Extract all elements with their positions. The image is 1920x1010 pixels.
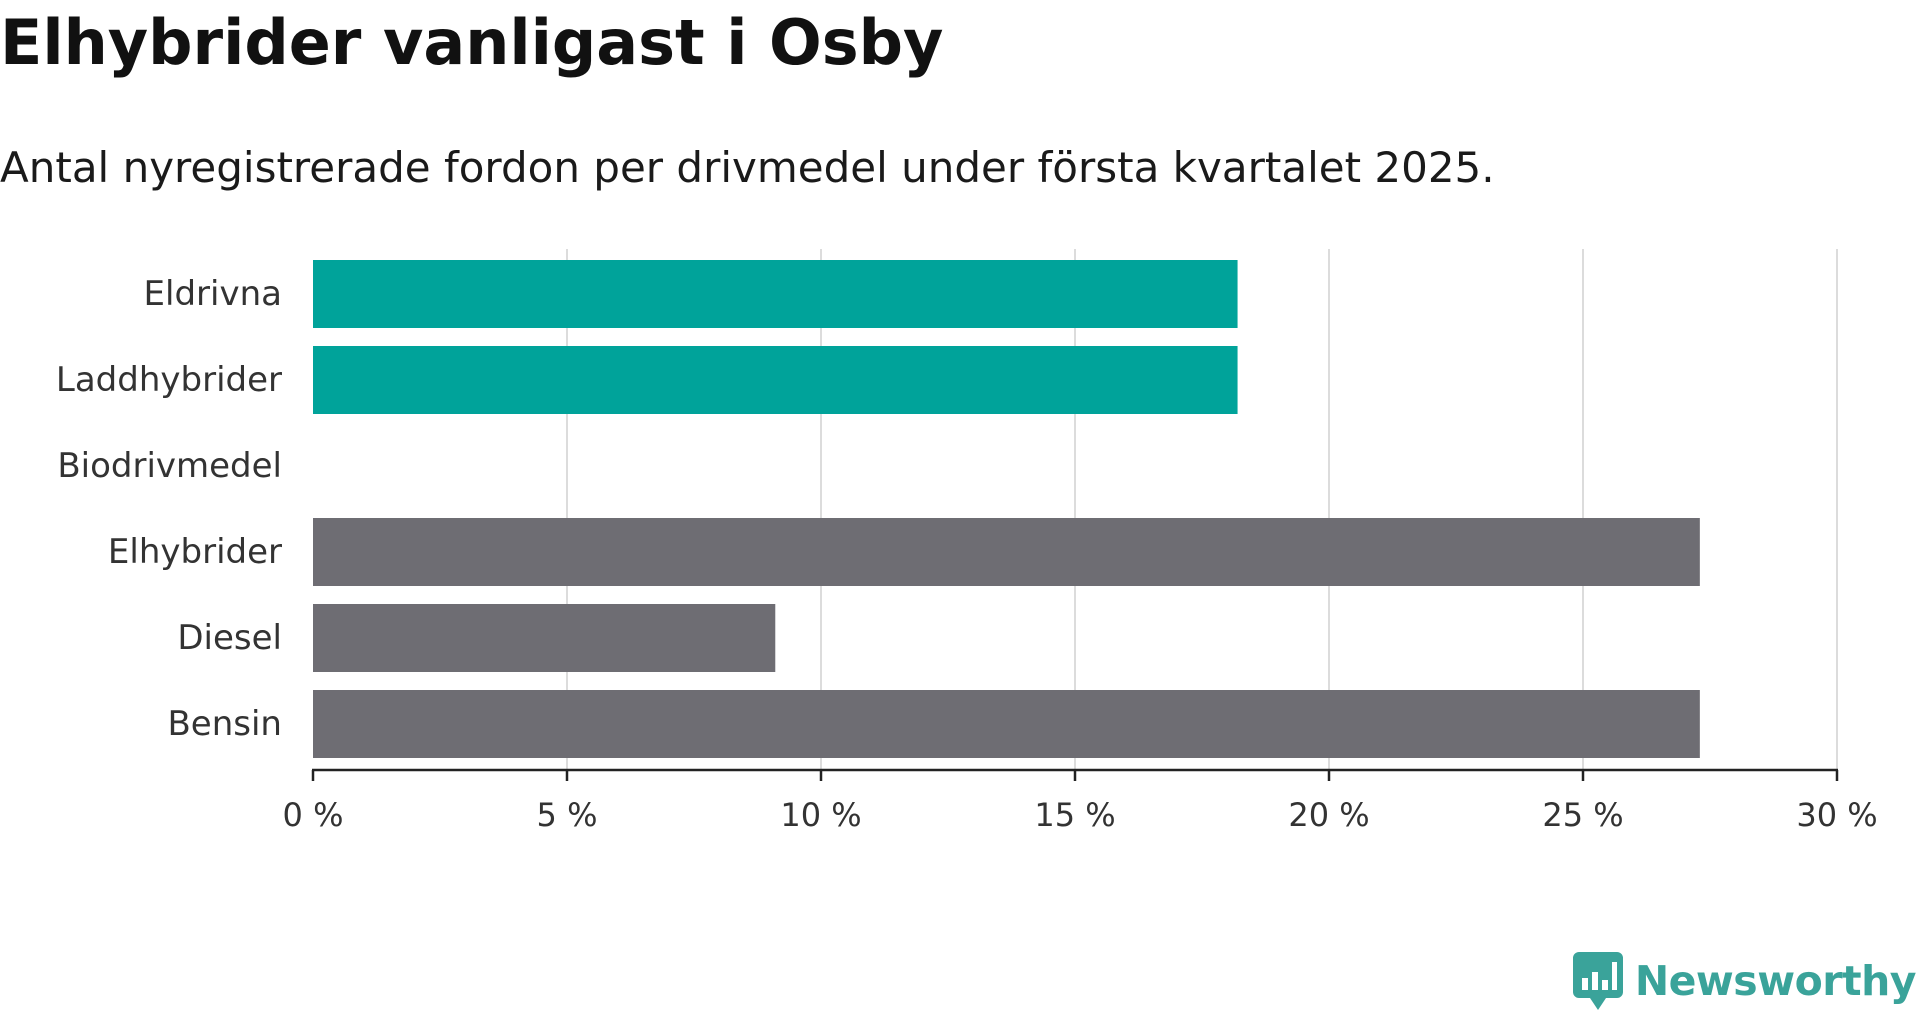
brand-name: Newsworthy	[1634, 957, 1917, 1005]
newsworthy-logo-icon	[1572, 952, 1623, 1010]
bars	[313, 260, 1700, 758]
bar	[313, 518, 1700, 586]
bar	[313, 260, 1238, 328]
x-tick-label: 10 %	[780, 796, 861, 834]
category-label: Biodrivmedel	[57, 446, 282, 486]
category-label: Elhybrider	[108, 532, 282, 572]
brand: Newsworthy	[1572, 952, 1917, 1010]
chart-title: Elhybrider vanligast i Osby	[0, 6, 944, 79]
x-tick-label: 15 %	[1034, 796, 1115, 834]
category-label: Eldrivna	[144, 274, 282, 314]
x-tick-label: 25 %	[1542, 796, 1623, 834]
x-axis: 0 % 5 % 10 % 15 % 20 % 25 % 30 %	[283, 768, 1878, 834]
x-tick-label: 30 %	[1796, 796, 1877, 834]
bar	[313, 346, 1238, 414]
x-tick-label: 5 %	[537, 796, 598, 834]
gridlines	[566, 249, 1838, 770]
x-tick-label: 0 %	[283, 796, 344, 834]
bar	[313, 604, 776, 672]
chart-subtitle: Antal nyregistrerade fordon per drivmede…	[0, 143, 1495, 192]
bar-chart: Eldrivna Laddhybrider Biodrivmedel Elhybrid…	[56, 249, 1878, 834]
category-label: Bensin	[167, 704, 282, 744]
bar	[313, 690, 1700, 758]
category-labels: Eldrivna Laddhybrider Biodrivmedel Elhybrid…	[56, 274, 282, 744]
x-tick-label: 20 %	[1288, 796, 1369, 834]
category-label: Laddhybrider	[56, 360, 282, 400]
category-label: Diesel	[177, 618, 282, 658]
